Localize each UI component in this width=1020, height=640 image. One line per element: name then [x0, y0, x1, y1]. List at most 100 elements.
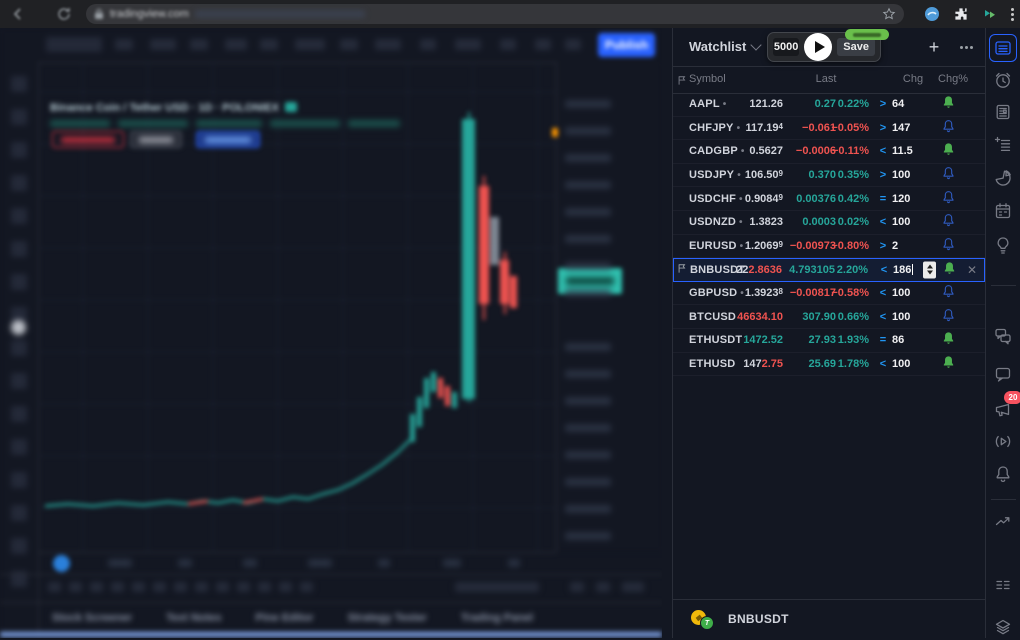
change-percent: 0.02% — [837, 216, 869, 229]
alert-threshold-input[interactable]: 186 — [893, 263, 914, 276]
browser-toolbar: tradingview.com — [0, 0, 1020, 28]
dom-icon[interactable] — [990, 573, 1016, 599]
watchlist-row-aapl[interactable]: AAPL • 121.26 0.27 0.22% >64 — [673, 93, 985, 117]
candlestick-chart[interactable] — [38, 62, 556, 552]
change-percent: 0.35% — [837, 169, 869, 182]
play-button[interactable] — [804, 33, 833, 61]
chart-legend[interactable]: Binance Coin / Tether USD · 1D · POLONIE… — [50, 102, 297, 114]
url-bar[interactable]: tradingview.com — [86, 4, 904, 24]
bottom-tab-trading-panel[interactable]: Trading Panel — [460, 611, 534, 624]
watchlist-row-ethusd[interactable]: ETHUSD 1472.75 25.69 1.78% <100 — [673, 353, 985, 377]
blurred-text — [570, 582, 584, 592]
col-symbol[interactable]: Symbol — [689, 73, 726, 85]
publish-button[interactable]: Publish — [598, 33, 655, 57]
watchlist-row-usdchf[interactable]: USDCHF • 0.90849 0.00376 0.42% = 120 — [673, 187, 985, 211]
watchlist-row-cadgbp[interactable]: CADGBP • 0.5627 −0.0006 −0.11% <11.5 — [673, 140, 985, 164]
watchlist-header: Watchlist 5000 Save + — [673, 28, 985, 66]
blurred-text — [455, 39, 481, 50]
reload-icon[interactable] — [56, 6, 72, 22]
blurred-text — [50, 120, 110, 127]
trade-panel-icon[interactable] — [990, 508, 1016, 534]
watchlist-footer: ◆ T BNBUSDT — [673, 599, 985, 638]
alert-bell-toggle[interactable] — [939, 213, 957, 231]
col-chgp[interactable]: Chg% — [938, 73, 968, 85]
blurred-text — [565, 478, 611, 486]
alerts-icon[interactable] — [990, 67, 1016, 93]
save-button[interactable]: Save — [837, 38, 875, 56]
alert-bell-toggle[interactable] — [940, 261, 958, 279]
blurred-text — [596, 582, 610, 592]
col-chg[interactable]: Chg — [902, 73, 924, 85]
time-axis[interactable] — [38, 552, 556, 573]
alert-bell-toggle[interactable] — [939, 142, 957, 160]
symbol-name: CADGBP • — [689, 145, 745, 158]
blurred-text — [115, 39, 133, 50]
blurred-text — [11, 109, 27, 125]
bottom-tab-stock-screener[interactable]: Stock Screener — [52, 611, 133, 624]
bottom-tab-pine-editor[interactable]: Pine Editor — [255, 611, 314, 624]
watchlist-icon[interactable] — [989, 34, 1017, 62]
blurred-text — [565, 181, 611, 189]
blurred-text — [565, 532, 611, 540]
alert-bell-toggle[interactable] — [939, 331, 957, 349]
rail-divider — [991, 285, 1016, 286]
blurred-text — [258, 582, 271, 592]
blurred-text — [565, 505, 611, 513]
browser-menu-icon[interactable] — [1011, 7, 1014, 21]
bottom-tab-strategy-tester[interactable]: Strategy Tester — [347, 611, 427, 624]
data-window-icon[interactable] — [990, 132, 1016, 158]
alert-bell-toggle[interactable] — [939, 308, 957, 326]
symbol-name: AAPL • — [689, 98, 727, 111]
right-sidebar: 20 — [985, 28, 1020, 638]
blurred-text — [508, 559, 520, 567]
puzzle-extensions-icon[interactable] — [953, 6, 969, 22]
blue-circle-extension-icon[interactable] — [924, 6, 940, 22]
close-icon[interactable]: ✕ — [967, 262, 978, 277]
alert-threshold: 2 — [892, 239, 899, 252]
chart-region: Publish — [0, 28, 662, 638]
alert-bell-toggle[interactable] — [939, 237, 957, 255]
calendar-icon[interactable] — [990, 198, 1016, 224]
alert-bell-toggle[interactable] — [939, 190, 957, 208]
col-last[interactable]: Last — [815, 73, 837, 85]
watchlist-row-btcusd[interactable]: BTCUSD 46634.10 307.90 0.66% <100 — [673, 305, 985, 329]
alert-bell-toggle[interactable] — [939, 284, 957, 302]
private-chats-icon[interactable] — [990, 361, 1016, 387]
watchlist-title-dropdown[interactable]: Watchlist — [689, 39, 762, 54]
add-symbol-button[interactable]: + — [928, 36, 940, 57]
change-value: 307.90 — [802, 310, 836, 323]
news-icon[interactable] — [990, 99, 1016, 125]
watchlist-more-button[interactable] — [955, 36, 977, 58]
ideas-icon[interactable] — [990, 232, 1016, 258]
blurred-text — [622, 582, 644, 592]
watchlist-row-gbpusd[interactable]: GBPUSD • 1.39238 −0.00817 −0.58% <100 — [673, 282, 985, 306]
green-arrows-extension-icon[interactable] — [982, 6, 998, 22]
object-tree-icon[interactable] — [990, 614, 1016, 640]
price-scale[interactable] — [552, 62, 662, 552]
back-icon[interactable] — [10, 6, 26, 22]
alert-bell-toggle[interactable] — [939, 119, 957, 137]
alert-condition-sign: < — [879, 310, 887, 323]
browser-nav — [0, 0, 84, 28]
notifications-icon[interactable] — [990, 461, 1016, 487]
tradingview-logo-watermark[interactable] — [53, 555, 70, 572]
alert-bell-toggle[interactable] — [939, 95, 957, 113]
public-chats-icon[interactable] — [990, 323, 1016, 349]
alert-condition-sign: < — [879, 287, 887, 300]
watchlist-row-ethusdt[interactable]: ETHUSDT 1472.52 27.93 1.93% = 86 — [673, 329, 985, 353]
alert-bell-toggle[interactable] — [939, 355, 957, 373]
watchlist-row-usdnzd[interactable]: USDNZD • 1.3823 0.0003 0.02% <100 — [673, 211, 985, 235]
watchlist-row-bnbusdt[interactable]: BNBUSDT 222.8636 4.793105 2.20% <186 ✕ — [673, 258, 985, 282]
hotlists-icon[interactable] — [990, 165, 1016, 191]
watchlist-row-eurusd[interactable]: EURUSD • 1.20699 −0.00973 −0.80% >2 — [673, 235, 985, 259]
last-price: 1472.75 — [743, 357, 783, 370]
threshold-stepper[interactable] — [923, 261, 936, 279]
bottom-tab-text-notes[interactable]: Text Notes — [166, 611, 222, 624]
alert-bell-toggle[interactable] — [939, 166, 957, 184]
watchlist-row-usdjpy[interactable]: USDJPY • 106.509 0.370 0.35% >100 — [673, 164, 985, 188]
counter-value[interactable]: 5000 — [773, 38, 800, 56]
watchlist-row-chfjpy[interactable]: CHFJPY • 117.194 −0.061 −0.05% >147 — [673, 117, 985, 141]
megaphone-icon[interactable]: 20 — [990, 391, 1020, 422]
bookmark-star-icon[interactable] — [882, 7, 896, 21]
streams-icon[interactable] — [990, 428, 1016, 454]
